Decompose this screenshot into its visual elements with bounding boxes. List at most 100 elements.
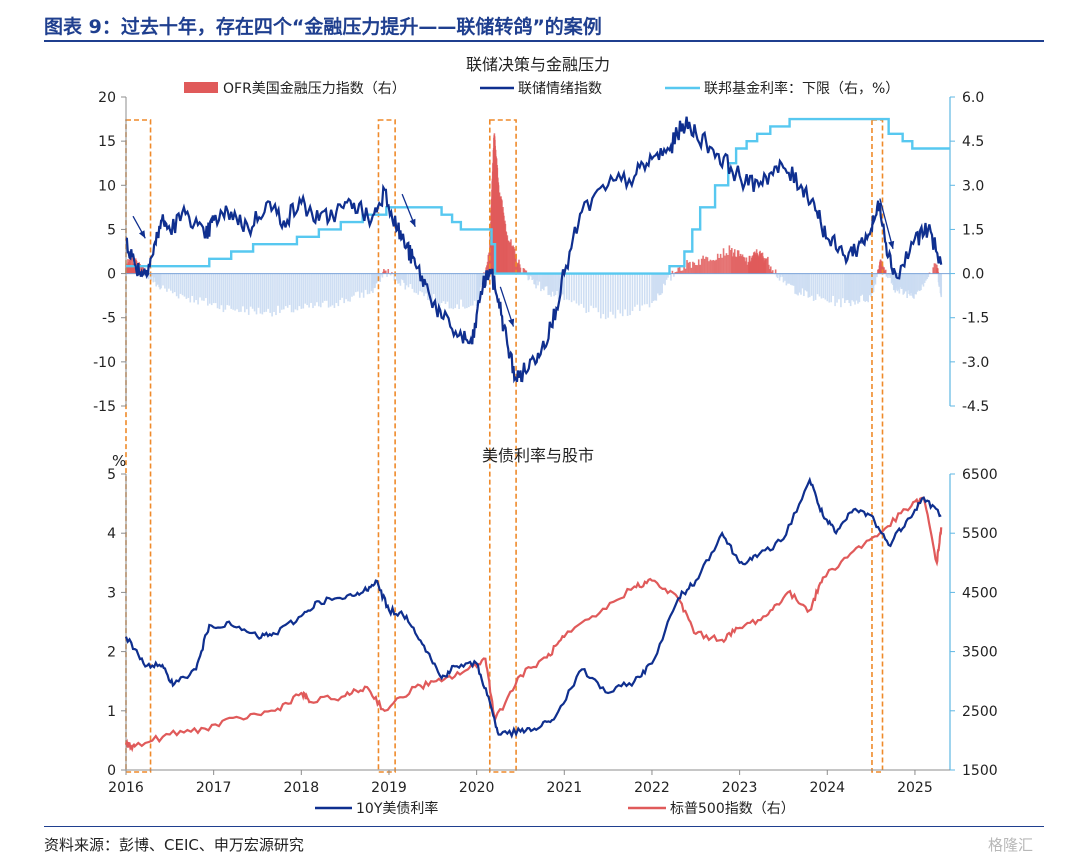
ofr-stress-bar — [733, 249, 736, 274]
ofr-stress-bar — [208, 273, 211, 304]
bottom-chart-title: 美债利率与股市 — [482, 446, 594, 465]
ofr-stress-bar — [775, 273, 778, 277]
ofr-stress-bar — [207, 273, 209, 306]
ofr-stress-bar — [905, 273, 907, 292]
ofr-stress-bar — [933, 263, 936, 274]
ofr-stress-bar — [597, 273, 600, 313]
top-right-tick-label: -3.0 — [962, 355, 989, 371]
ofr-stress-bar — [648, 273, 651, 308]
ofr-stress-bar — [913, 273, 915, 299]
ofr-stress-bar — [863, 273, 865, 301]
bottom-left-tick-label: 3 — [107, 585, 116, 601]
ofr-stress-bar — [655, 273, 658, 301]
ofr-stress-bar — [687, 262, 690, 274]
ofr-stress-bar — [658, 273, 661, 296]
ofr-stress-bar — [216, 273, 219, 309]
ofr-stress-bar — [927, 273, 930, 278]
ofr-stress-bar — [719, 253, 722, 274]
ofr-stress-bar — [327, 273, 330, 308]
figure-title: 图表 9：过去十年，存在四个“金融压力提升——联储转鸽”的案例 — [44, 16, 602, 38]
ofr-stress-bar — [522, 268, 525, 274]
ofr-stress-bar — [697, 259, 700, 274]
ofr-stress-bar — [858, 273, 861, 303]
source-rule — [44, 826, 1044, 827]
top-left-tick-label: 10 — [98, 178, 116, 194]
ofr-stress-bar — [175, 273, 178, 297]
ofr-stress-bar — [686, 260, 688, 274]
ofr-stress-bar — [456, 273, 458, 305]
ofr-stress-bar — [730, 250, 732, 274]
ofr-stress-bar — [674, 272, 677, 274]
ofr-stress-bar — [765, 258, 767, 274]
ofr-stress-bar — [205, 273, 207, 299]
ofr-stress-bar — [251, 273, 254, 309]
ofr-stress-bar — [937, 268, 939, 274]
ofr-stress-bar — [434, 273, 437, 304]
ofr-stress-bar — [680, 270, 682, 274]
ofr-stress-bar — [409, 273, 412, 285]
ofr-stress-bar — [523, 268, 526, 274]
ofr-stress-bar — [803, 273, 805, 297]
ofr-stress-bar — [148, 273, 151, 275]
ofr-stress-bar — [527, 273, 530, 281]
ofr-stress-bar — [166, 273, 168, 292]
ofr-stress-bar — [848, 273, 850, 304]
ofr-stress-bar — [181, 273, 184, 296]
ofr-stress-bar — [398, 273, 401, 284]
ofr-stress-bar — [413, 273, 416, 293]
ofr-stress-bar — [798, 273, 801, 293]
ofr-stress-bar — [912, 273, 914, 298]
legend-swatch-ofr — [184, 82, 218, 93]
ofr-stress-bar — [744, 261, 747, 274]
ofr-stress-bar — [715, 259, 718, 274]
ofr-stress-bar — [887, 273, 889, 279]
ofr-stress-bar — [681, 270, 684, 274]
ofr-stress-bar — [162, 273, 164, 286]
ofr-stress-bar — [411, 273, 414, 289]
bottom-right-tick-label: 6500 — [962, 467, 998, 483]
ofr-stress-bar — [275, 273, 277, 316]
ofr-stress-bar — [705, 256, 707, 274]
ofr-stress-bar — [151, 273, 154, 277]
ofr-stress-bar — [810, 273, 813, 296]
ofr-stress-bar — [917, 273, 920, 291]
ofr-stress-bar — [197, 273, 199, 305]
ofr-stress-bar — [806, 273, 808, 292]
ofr-stress-bar — [804, 273, 807, 291]
legend-label-sentiment: 联储情绪指数 — [518, 81, 602, 97]
ofr-stress-bar — [731, 248, 733, 274]
ofr-stress-bar — [800, 273, 802, 295]
ofr-stress-bar — [590, 273, 592, 306]
legend-label-sp500: 标普500指数（右） — [670, 801, 795, 817]
ofr-stress-bar — [464, 273, 466, 309]
ofr-stress-bar — [937, 272, 940, 274]
ofr-stress-bar — [407, 273, 410, 288]
ofr-stress-bar — [355, 273, 357, 293]
ofr-stress-bar — [323, 273, 326, 301]
ofr-stress-bar — [446, 273, 449, 302]
ofr-stress-bar — [380, 273, 382, 276]
ofr-stress-bar — [310, 273, 312, 303]
ofr-stress-bar — [458, 273, 460, 309]
ofr-stress-bar — [721, 257, 723, 274]
ofr-stress-bar — [468, 273, 470, 308]
ofr-stress-bar — [471, 273, 474, 306]
ofr-stress-bar — [259, 273, 262, 314]
ofr-stress-bar — [385, 270, 387, 274]
ofr-stress-bar — [139, 264, 141, 274]
top-right-tick-label: 4.5 — [962, 134, 984, 150]
ofr-stress-bar — [218, 273, 221, 310]
trend-arrow-head — [409, 218, 416, 227]
ofr-stress-bar — [824, 273, 827, 300]
ofr-stress-bar — [306, 273, 308, 306]
ofr-stress-bar — [921, 273, 924, 285]
ofr-stress-bar — [922, 273, 925, 287]
ofr-stress-bar — [483, 272, 485, 274]
ofr-stress-bar — [319, 273, 322, 308]
ofr-stress-bar — [643, 273, 646, 305]
ofr-stress-bar — [684, 268, 687, 274]
ofr-stress-bar — [732, 252, 735, 274]
ofr-stress-bar — [932, 267, 934, 274]
ofr-stress-bar — [626, 273, 629, 316]
ofr-stress-bar — [557, 273, 560, 300]
